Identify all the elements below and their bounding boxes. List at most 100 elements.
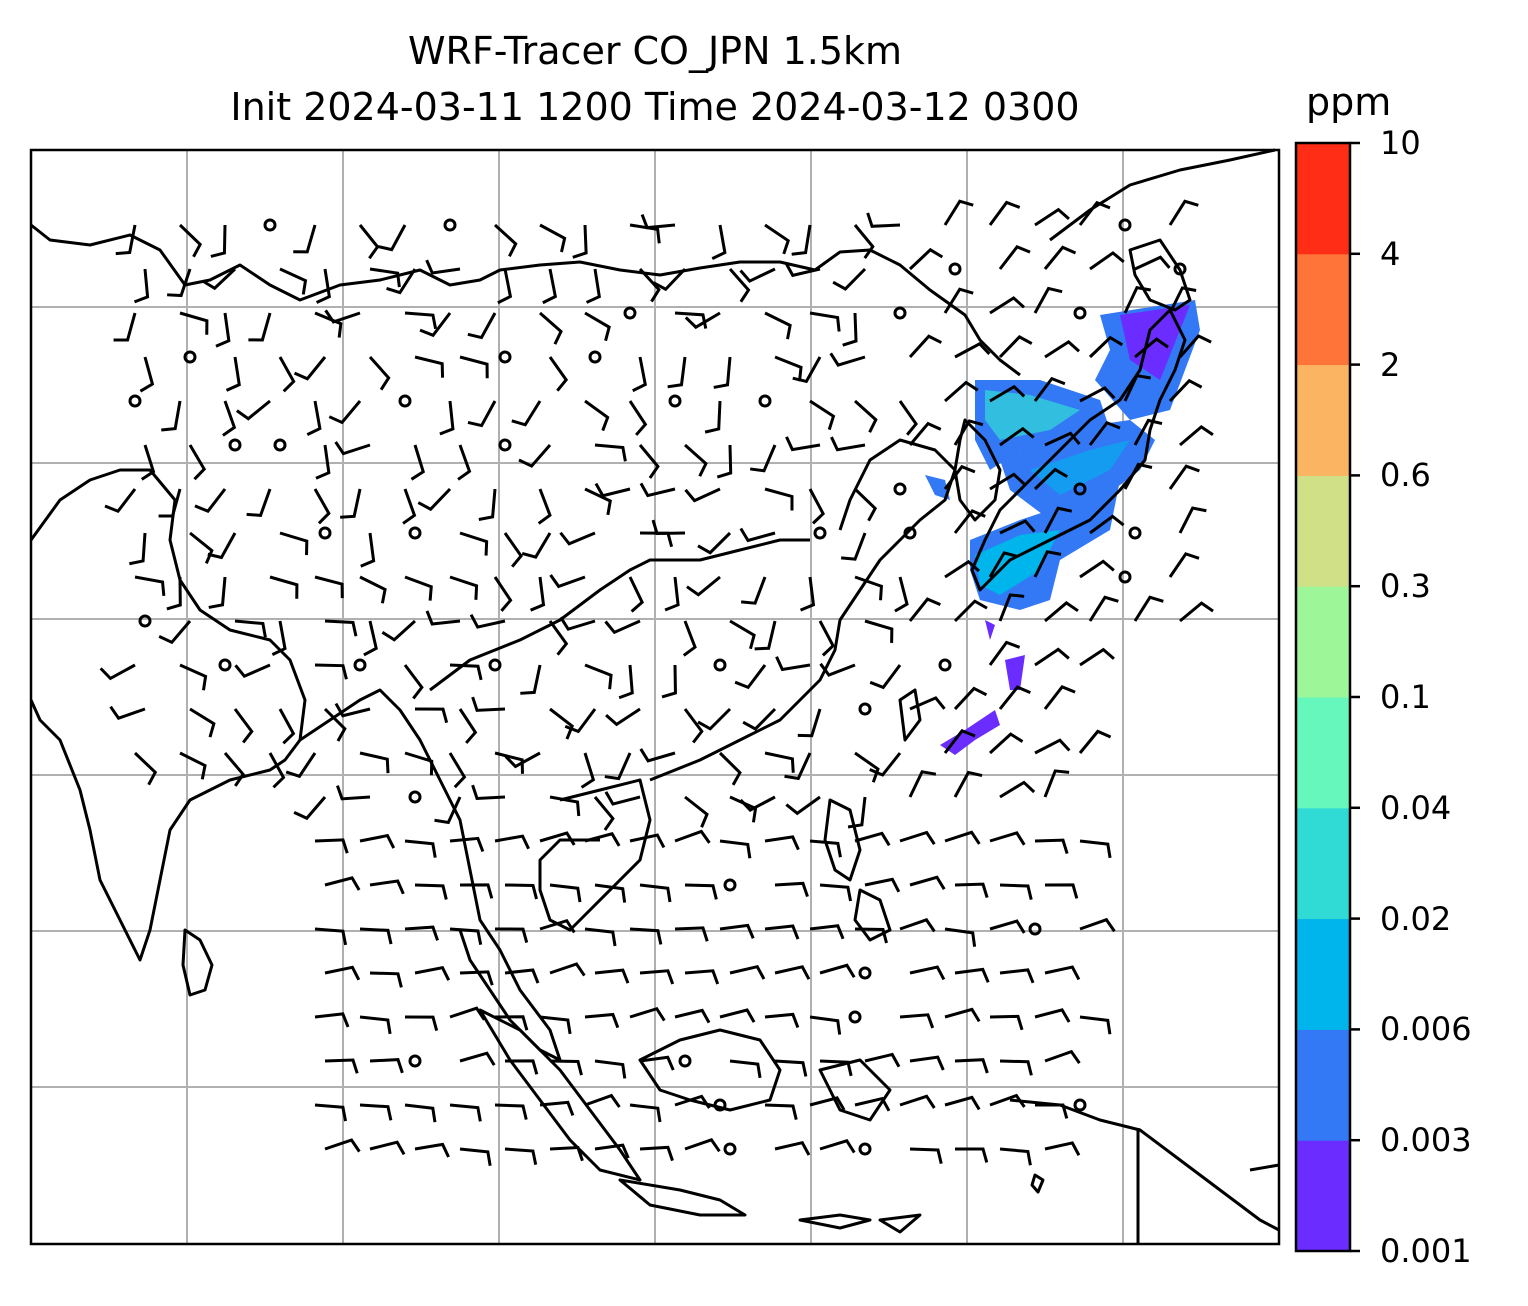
wind-barb [764,487,794,511]
wind-barb [639,748,676,763]
wind-barb [1033,550,1062,578]
wind-barbs [99,199,1214,1166]
wind-barb [539,1100,575,1116]
calm-wind-marker [938,658,952,672]
wind-barb [129,532,147,566]
wind-barb [1168,199,1199,226]
wind-barb [594,1059,627,1079]
wind-barb [764,223,790,255]
wind-barb [504,751,541,769]
wind-barb [359,1015,392,1035]
wind-barb [908,597,941,622]
wind-barb [584,487,612,516]
coastlines [29,148,1280,1244]
wind-barb [1044,601,1079,623]
wind-barb [639,1055,675,1071]
wind-barb [235,399,271,421]
wind-barb [989,831,1026,846]
calm-wind-marker [758,394,772,408]
wind-barb [278,708,296,745]
wind-barb [774,1140,811,1156]
wind-barb [549,574,586,589]
wind-barb [369,1058,404,1074]
wind-barb [494,1103,528,1120]
wind-barb [791,224,812,256]
wind-barb [414,355,445,378]
wind-barb [459,1147,492,1166]
wind-barb [684,795,709,828]
wind-barb [414,883,448,900]
wind-barb [864,1052,901,1068]
wind-barb [369,267,401,288]
wind-barb [457,444,472,481]
wind-barb [1168,286,1197,314]
wind-barb [410,444,426,481]
co-plume [925,300,1200,755]
wind-barb [594,443,627,462]
wind-barb [953,419,984,446]
wind-barb [323,707,347,742]
wind-barb [1078,200,1111,226]
calm-wind-marker [1073,1098,1087,1112]
wind-barb [207,532,237,560]
wind-barb [324,965,361,981]
wind-barb [1043,685,1076,710]
wind-barb [539,223,567,253]
wind-barb [674,1008,711,1024]
wind-barb [404,1015,439,1032]
wind-barb [944,1095,981,1111]
wind-barb [840,532,867,561]
wind-barb [133,751,158,786]
wind-barb [449,836,485,853]
calm-wind-marker [848,1010,862,1024]
wind-barb [682,620,697,657]
wind-barb [998,593,1025,622]
wind-barb [471,784,506,800]
wind-barb [467,312,497,340]
wind-barb [1044,883,1079,899]
wind-barb [572,224,588,259]
wind-barb [684,883,718,900]
wind-barb [908,334,943,359]
wind-barb [1034,647,1070,667]
wind-barb [719,839,752,859]
wind-barb [629,1103,662,1123]
wind-barb [1178,506,1207,534]
wind-barb [909,696,946,711]
calm-wind-marker [408,526,422,540]
wind-barb [542,268,558,305]
wind-barb [899,918,936,933]
wind-barb [293,224,317,254]
wind-barb [618,664,634,700]
wind-barb [729,1059,762,1079]
wind-barb [594,883,627,903]
calm-wind-marker [498,350,512,364]
wind-barb [594,968,630,984]
wind-barb [324,619,358,637]
wind-barb [639,482,676,498]
wind-barb [716,444,733,479]
wind-barb [158,488,182,518]
wind-barb [741,576,767,605]
wind-barb [449,1006,486,1021]
wind-barb [593,796,615,831]
wind-barb [167,268,192,298]
wind-barb [584,832,621,847]
wind-barb [819,662,856,677]
wind-barb [1179,601,1214,623]
wind-barb [999,1147,1032,1166]
calm-wind-marker [488,658,502,672]
wind-barb [279,531,309,556]
wind-barb [639,883,672,903]
wind-barb [1179,424,1214,447]
wind-barb [628,400,648,436]
wind-barb [864,619,894,643]
wind-barb [908,770,937,798]
wind-barb [742,707,777,731]
wind-barb [704,400,722,434]
wind-barb [246,488,272,517]
wind-barb [314,575,344,599]
wind-barb [314,1103,348,1122]
wind-barb [819,883,853,902]
calm-wind-marker [1073,306,1087,320]
